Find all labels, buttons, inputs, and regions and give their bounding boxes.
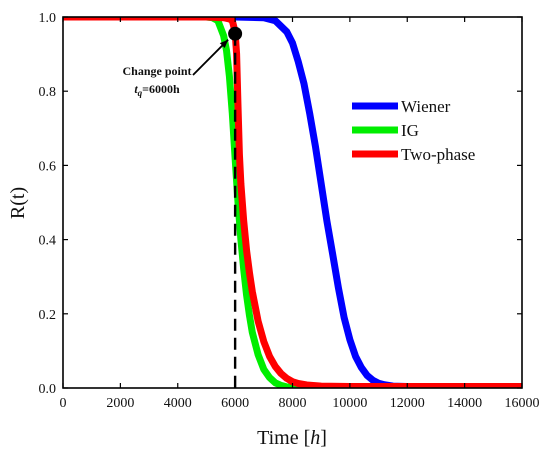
x-tick-label: 4000: [164, 396, 192, 411]
change-point-eq: =6000h: [142, 82, 180, 96]
x-tick-label: 10000: [332, 396, 367, 411]
x-tick-label: 16000: [505, 396, 540, 411]
x-axis-title-unit: h: [310, 427, 320, 449]
series-layer: [63, 17, 522, 388]
change-point-label: Change point: [122, 64, 191, 78]
y-tick-label: 0.2: [39, 308, 57, 323]
x-tick-label: 8000: [279, 396, 307, 411]
change-point-arrow-head: [219, 39, 229, 49]
x-tick-label: 12000: [390, 396, 425, 411]
x-tick-label: 0: [60, 396, 67, 411]
y-tick-label: 0.6: [39, 159, 57, 174]
x-axis-bracket-close: ]: [320, 427, 327, 449]
change-point-marker: [228, 26, 243, 41]
change-point-value: tq=6000h: [134, 82, 180, 98]
y-tick-label: 1.0: [39, 11, 57, 26]
change-point-layer: [192, 26, 243, 388]
legend-label: IG: [401, 121, 419, 140]
x-axis-ticks: 0 2000 4000 6000 8000 10000 12000 14000 16000: [60, 17, 540, 411]
y-axis-title: R(t): [7, 187, 29, 219]
x-axis-title: Time [h]: [257, 427, 327, 449]
y-tick-label: 0.0: [39, 382, 57, 397]
change-point-sub: q: [138, 88, 143, 98]
x-tick-label: 14000: [447, 396, 482, 411]
change-point-arrow-shaft: [192, 39, 229, 76]
change-point-var: t: [134, 82, 138, 96]
x-tick-label: 2000: [106, 396, 134, 411]
x-axis-title-main: Time: [257, 427, 299, 449]
x-axis-bracket-open: [: [304, 427, 311, 449]
legend: Wiener IG Two-phase: [352, 97, 475, 164]
y-tick-label: 0.4: [39, 234, 57, 249]
x-tick-label: 6000: [221, 396, 249, 411]
legend-label: Two-phase: [401, 145, 475, 164]
y-axis-ticks: 0.0 0.2 0.4 0.6 0.8 1.0: [39, 11, 522, 397]
legend-label: Wiener: [401, 97, 451, 116]
change-point-annotation: Change point tq=6000h: [122, 64, 191, 98]
y-tick-label: 0.8: [39, 85, 57, 100]
series-line-two-phase: [63, 17, 522, 388]
